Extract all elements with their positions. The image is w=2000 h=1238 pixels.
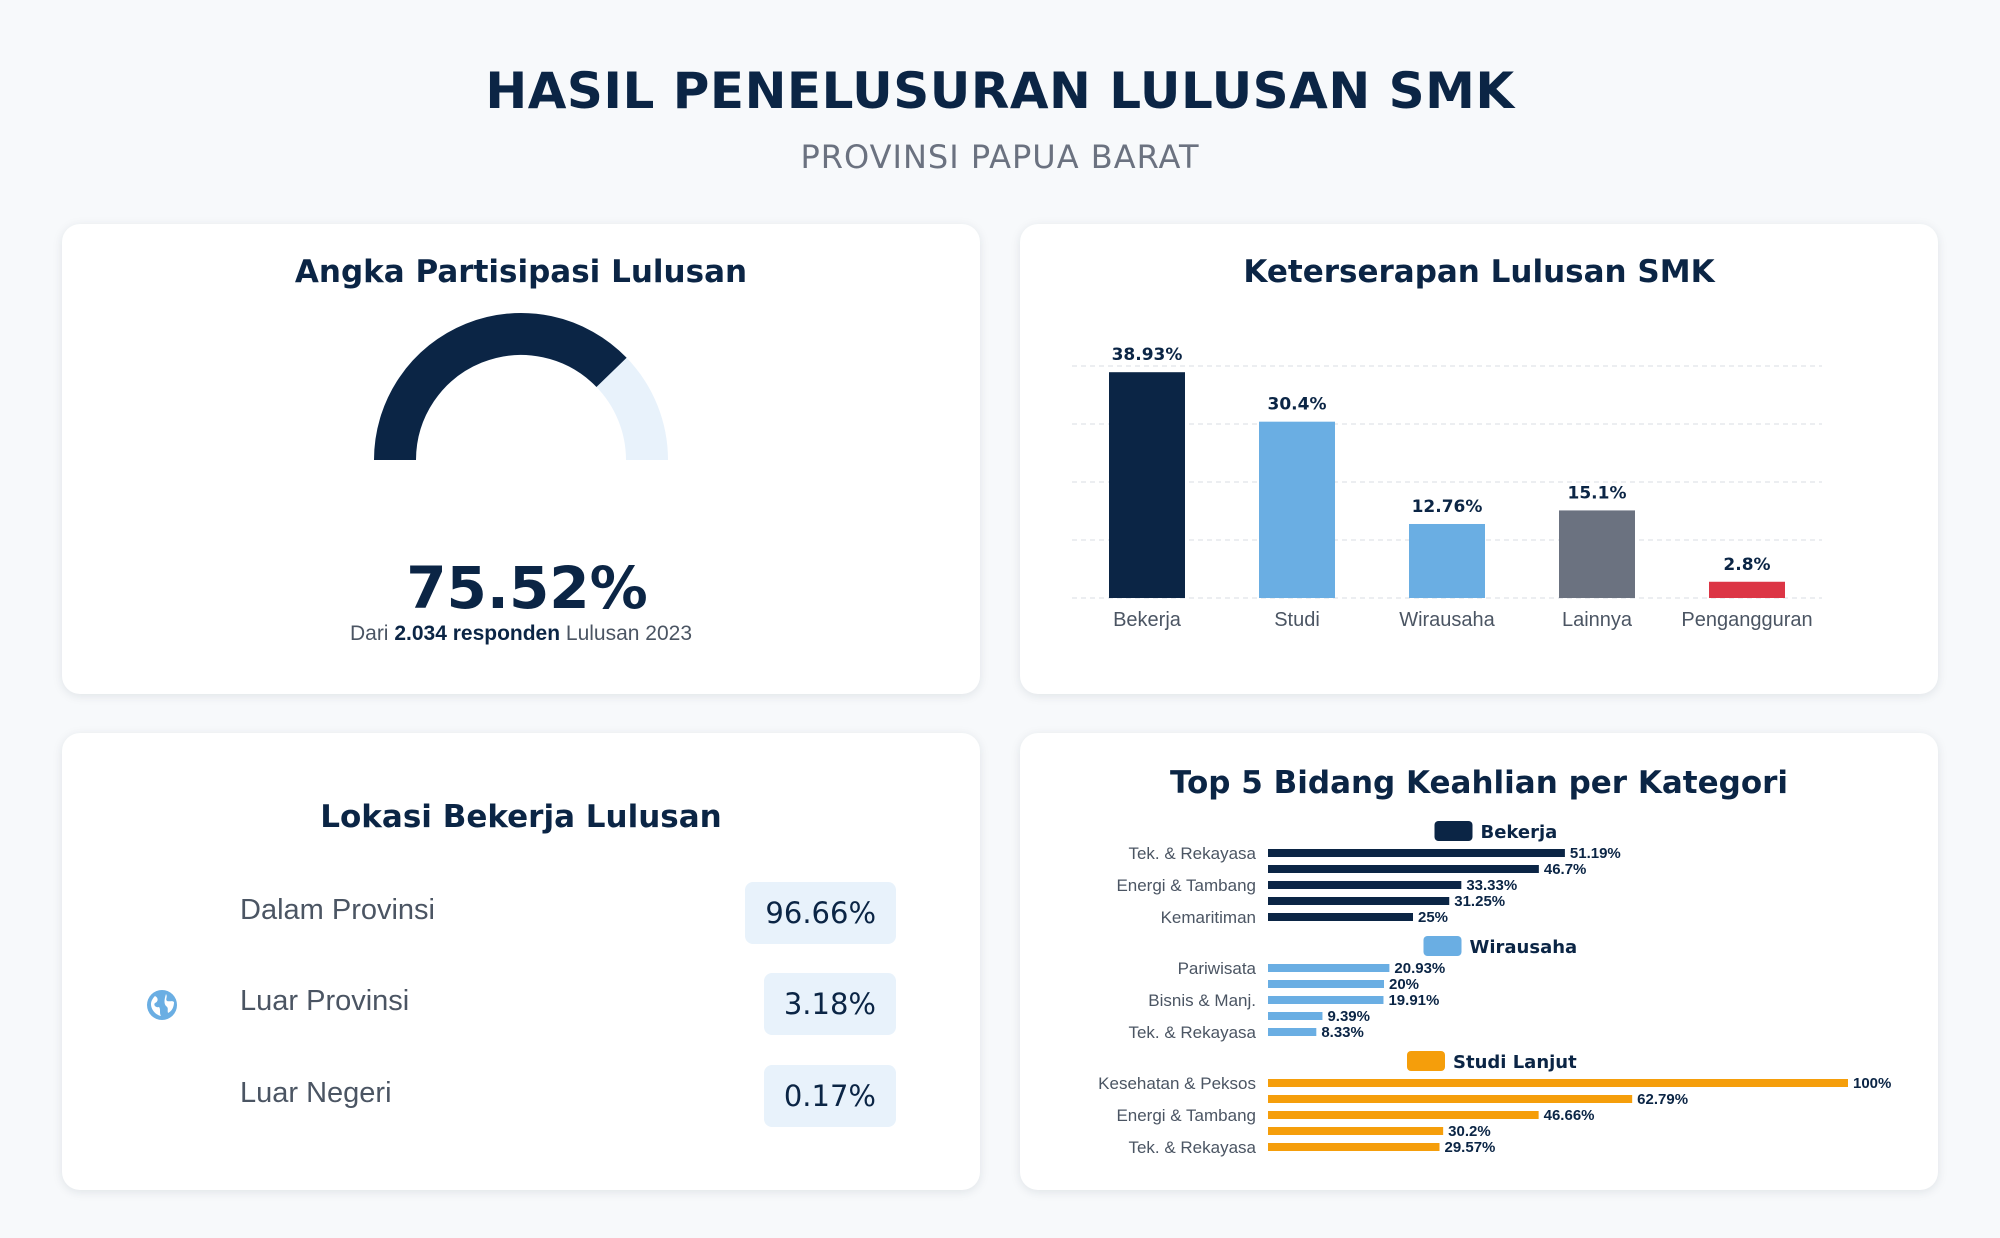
top5-bar	[1268, 980, 1384, 988]
top5-bar	[1268, 996, 1384, 1004]
top5-bar-chart: Bekerja 51.19% Tek. & Rekayasa 46.7% 33.33% E…	[1098, 821, 1891, 1157]
top5-category-label: Kesehatan & Peksos	[1098, 1074, 1256, 1093]
bar-value-label: 38.93%	[1112, 345, 1183, 365]
top5-value-label: 51.19%	[1570, 845, 1621, 862]
top5-bar	[1268, 964, 1390, 972]
location-value: 3.18%	[763, 973, 896, 1035]
top5-value-label: 25%	[1418, 909, 1448, 926]
top5-category-label: Kemaritiman	[1161, 908, 1256, 927]
top5-value-label: 20.93%	[1394, 960, 1445, 977]
top5-bar	[1268, 1079, 1848, 1087]
bar-bekerja	[1109, 372, 1185, 598]
bar-value-label: 2.8%	[1723, 555, 1770, 575]
page-title: HASIL PENELUSURAN LULUSAN SMK	[485, 62, 1515, 120]
absorption-card: Keterserapan Lulusan SMK 38.93% Bekerja 30…	[1020, 224, 1938, 694]
top5-bar	[1268, 865, 1539, 873]
legend-swatch	[1407, 1051, 1445, 1071]
bar-value-label: 30.4%	[1268, 395, 1327, 415]
location-value: 0.17%	[763, 1065, 896, 1127]
note-prefix: Dari	[349, 622, 389, 645]
top5-value-label: 29.57%	[1445, 1139, 1496, 1156]
legend-swatch	[1423, 936, 1462, 956]
category-label: Studi	[1274, 609, 1320, 631]
note-suffix: Lulusan 2023	[565, 622, 693, 645]
bar-value-label: 15.1%	[1568, 483, 1627, 503]
top5-value-label: 46.7%	[1544, 861, 1587, 878]
location-card: Lokasi Bekerja Lulusan Dalam Provinsi 96…	[62, 733, 980, 1190]
gauge-fill	[374, 313, 627, 461]
bar-lainnya	[1559, 510, 1635, 598]
gauge-value: 75.52%	[406, 554, 648, 622]
top5-value-label: 33.33%	[1466, 877, 1517, 894]
top5-category-label: Tek. & Rekayasa	[1128, 1023, 1256, 1042]
location-title: Lokasi Bekerja Lulusan	[320, 799, 722, 835]
category-label: Lainnya	[1562, 609, 1633, 631]
top5-bar	[1268, 881, 1462, 889]
top5-category-label: Tek. & Rekayasa	[1128, 1138, 1256, 1157]
top5-bar	[1268, 1095, 1633, 1103]
participation-title: Angka Partisipasi Lulusan	[294, 254, 748, 290]
legend-label: Wirausaha	[1470, 937, 1578, 958]
location-label: Dalam Provinsi	[240, 894, 435, 926]
category-label: Wirausaha	[1399, 609, 1495, 631]
top5-value-label: 19.91%	[1388, 992, 1439, 1009]
top5-bar	[1268, 897, 1450, 905]
top5-bar	[1268, 1012, 1323, 1020]
legend-swatch	[1434, 821, 1473, 841]
top5-bar	[1268, 1127, 1444, 1135]
respondent-count: 2.034 responden	[394, 622, 561, 645]
gauge-svg	[374, 313, 668, 461]
top5-bar	[1268, 1111, 1539, 1119]
top5-category-label: Tek. & Rekayasa	[1128, 844, 1256, 863]
location-label: Luar Negeri	[240, 1077, 392, 1109]
location-row-luar-negeri: Luar Negeri 0.17%	[62, 1065, 980, 1127]
location-row-luar-provinsi: Luar Provinsi 3.18%	[62, 973, 980, 1035]
respondent-note: Dari 2.034 responden Lulusan 2023	[62, 622, 980, 646]
top5-value-label: 30.2%	[1448, 1123, 1491, 1140]
location-row-dalam-provinsi: Dalam Provinsi 96.66%	[62, 882, 980, 944]
legend-label: Bekerja	[1481, 822, 1558, 843]
absorption-bar-chart: 38.93% Bekerja 30.4% Studi 12.76% Wirausaha 15…	[1072, 345, 1822, 631]
top5-value-label: 8.33%	[1321, 1024, 1364, 1041]
gauge-chart	[62, 312, 980, 512]
absorption-title: Keterserapan Lulusan SMK	[1243, 254, 1715, 290]
top5-title: Top 5 Bidang Keahlian per Kategori	[1169, 765, 1789, 801]
top5-value-label: 20%	[1389, 976, 1419, 993]
top5-category-label: Bisnis & Manj.	[1148, 991, 1256, 1010]
top5-bar	[1268, 1028, 1317, 1036]
top5-value-label: 31.25%	[1454, 893, 1505, 910]
top5-value-label: 46.66%	[1544, 1107, 1595, 1124]
globe-icon	[147, 990, 177, 1020]
top5-bar	[1268, 849, 1565, 857]
bar-value-label: 12.76%	[1412, 497, 1483, 517]
top5-value-label: 62.79%	[1637, 1091, 1688, 1108]
category-label: Bekerja	[1113, 609, 1182, 631]
location-label: Luar Provinsi	[240, 985, 410, 1017]
top5-category-label: Energi & Tambang	[1116, 1106, 1256, 1125]
top5-card: Top 5 Bidang Keahlian per Kategori Beker…	[1020, 733, 1938, 1190]
location-value: 96.66%	[745, 882, 896, 944]
bar-pengangguran	[1709, 581, 1785, 598]
top5-bar	[1268, 1143, 1440, 1151]
bar-studi	[1259, 421, 1335, 598]
top5-value-label: 100%	[1853, 1075, 1891, 1092]
legend-label: Studi Lanjut	[1453, 1052, 1577, 1073]
category-label: Pengangguran	[1681, 609, 1812, 631]
top5-category-label: Pariwisata	[1178, 959, 1257, 978]
top5-category-label: Energi & Tambang	[1116, 876, 1256, 895]
bar-wirausaha	[1409, 523, 1485, 598]
top5-value-label: 9.39%	[1327, 1008, 1370, 1025]
participation-card: Angka Partisipasi Lulusan 75.52% Dari 2.…	[62, 224, 980, 694]
page-subtitle: PROVINSI PAPUA BARAT	[800, 138, 1200, 176]
top5-bar	[1268, 913, 1413, 921]
